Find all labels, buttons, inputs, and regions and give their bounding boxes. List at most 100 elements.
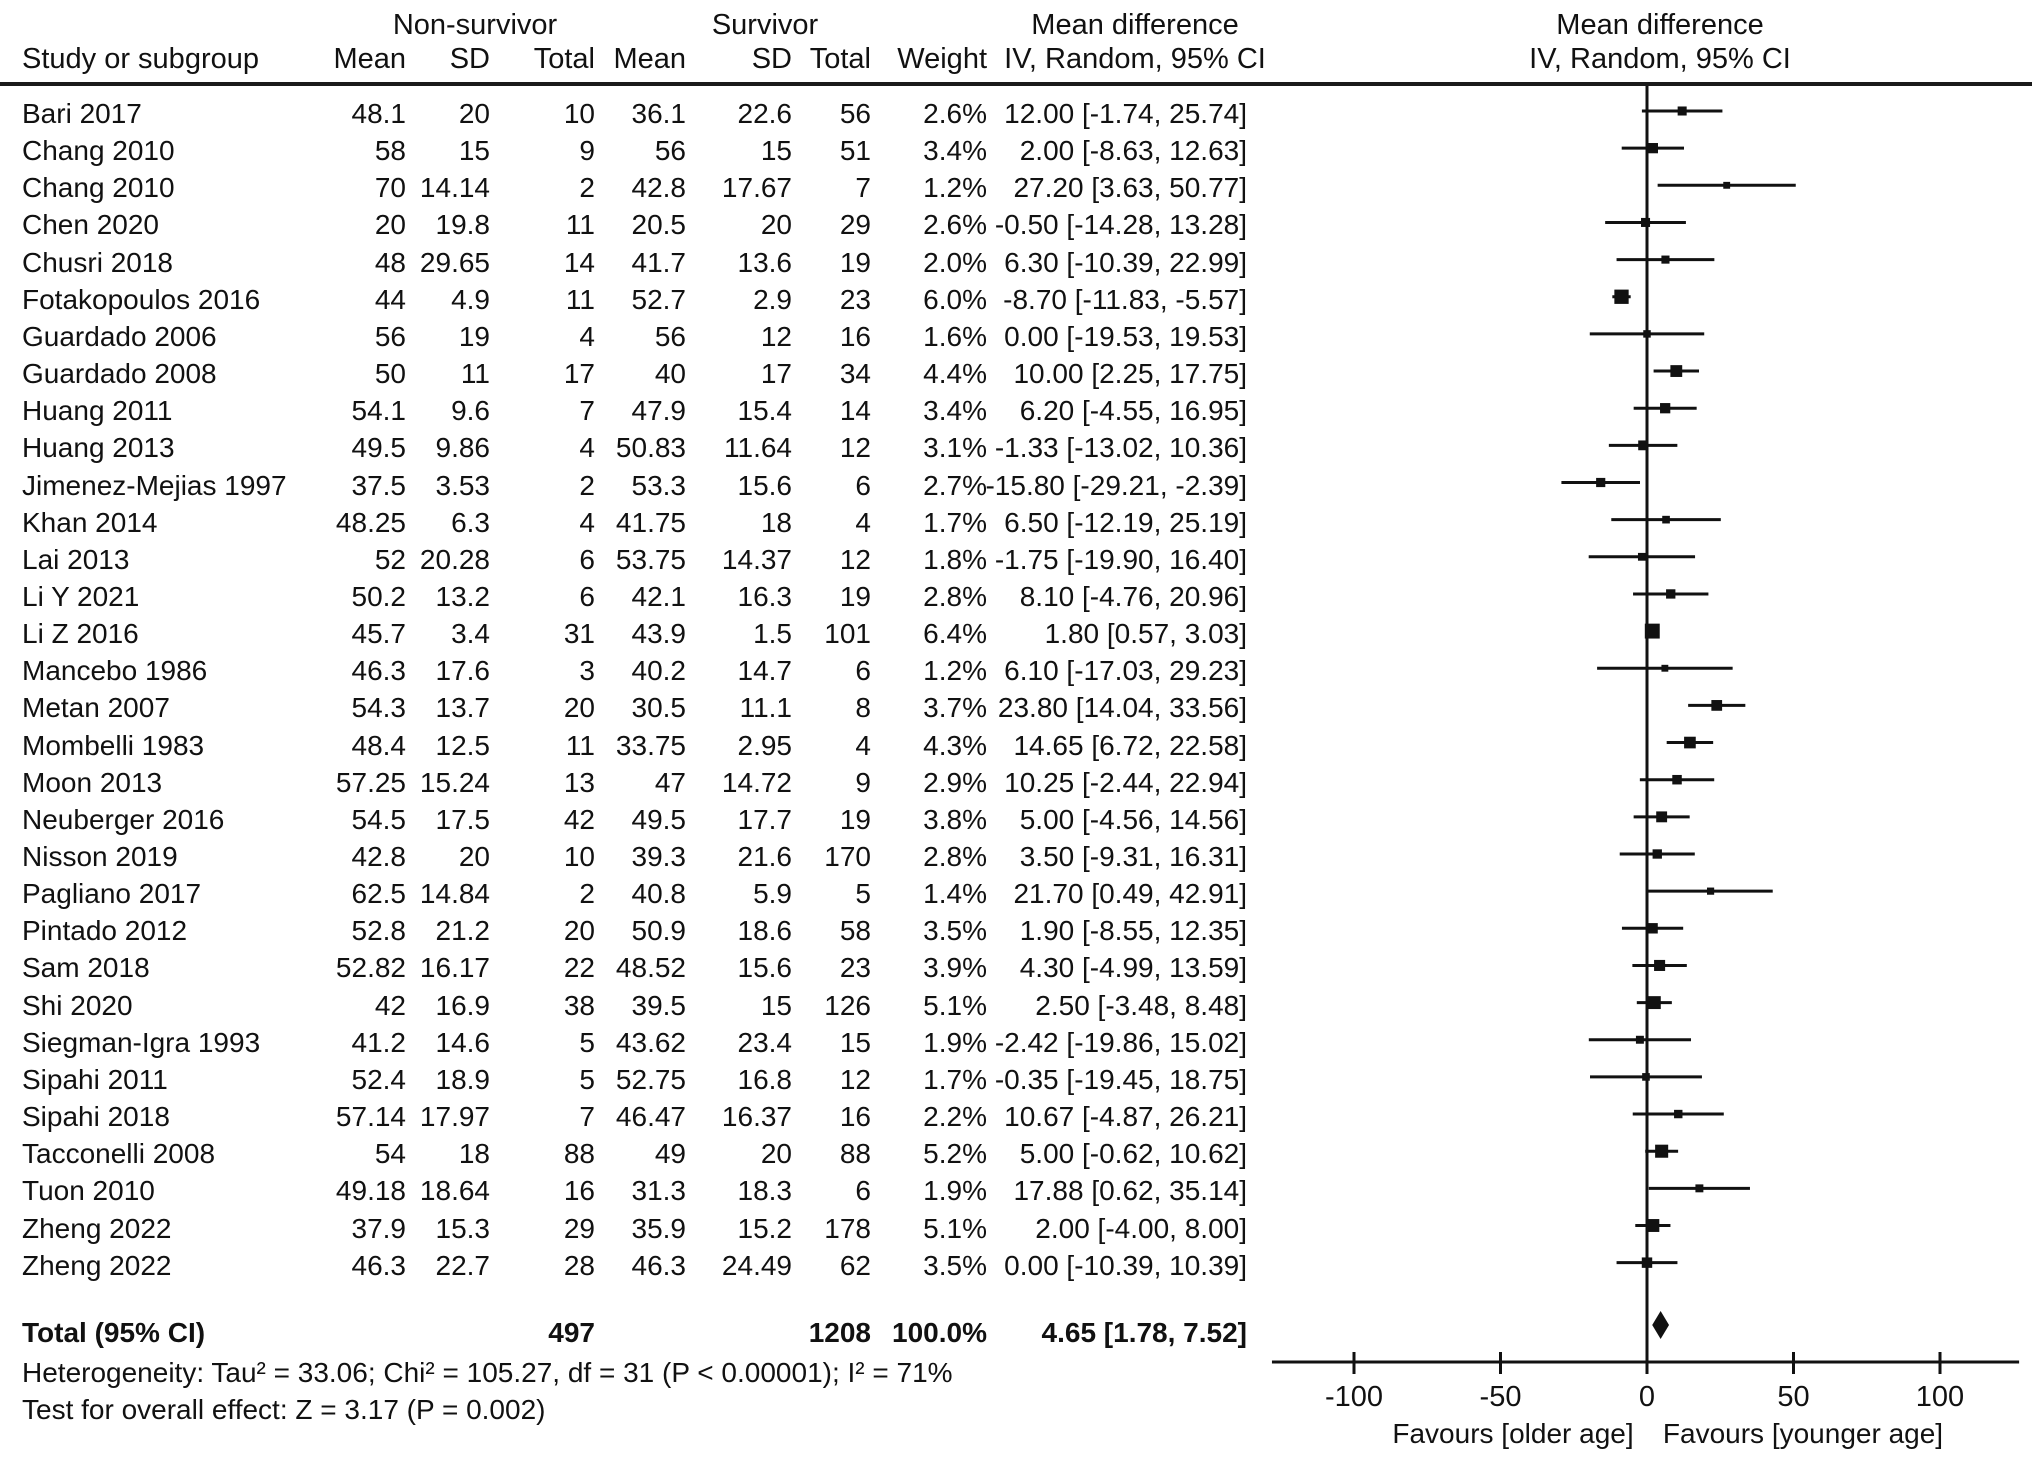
ci-text-cell: -2.42 [-19.86, 15.02] <box>994 1026 1247 1058</box>
s-sd-cell: 17 <box>760 358 792 390</box>
study-row: Pintado 2012 52.8 21.2 20 50.9 18.6 58 3.5% 1.90… <box>0 914 1250 951</box>
effect-square <box>1635 1035 1644 1044</box>
study-name-cell: Chusri 2018 <box>22 246 173 278</box>
s-sd-cell: 2.95 <box>737 729 793 761</box>
ns-total-cell: 6 <box>579 543 595 575</box>
weight-cell: 2.7% <box>923 469 987 501</box>
ci-text-cell: 2.00 [-4.00, 8.00] <box>1035 1212 1247 1244</box>
ns-total-cell: 14 <box>563 246 595 278</box>
ci-text-cell: 8.10 [-4.76, 20.96] <box>1019 580 1247 612</box>
s-total-cell: 7 <box>855 172 871 204</box>
study-row: Nisson 2019 42.8 20 10 39.3 21.6 170 2.8% 3.50 [… <box>0 840 1250 877</box>
study-name-cell: Tuon 2010 <box>22 1175 155 1207</box>
effect-square <box>1695 1184 1704 1193</box>
md-column-header-line2: IV, Random, 95% CI <box>1004 43 1266 75</box>
study-row: Metan 2007 54.3 13.7 20 30.5 11.1 8 3.7% 23.80 [… <box>0 691 1250 728</box>
overall-effect-text: Test for overall effect: Z = 3.17 (P = 0… <box>22 1394 546 1425</box>
s-mean-cell: 50.83 <box>615 432 686 464</box>
s-sd-cell: 11.64 <box>724 432 792 464</box>
ns-mean-cell: 57.25 <box>335 766 406 798</box>
effect-square <box>1656 811 1668 823</box>
ci-text-cell: -8.70 [-11.83, -5.57] <box>1003 283 1247 315</box>
s-total-cell: 101 <box>824 618 871 650</box>
ns-sd-cell: 9.86 <box>435 432 491 464</box>
s-total-cell: 19 <box>839 580 871 612</box>
md-column-header-line1: Mean difference <box>1031 9 1239 41</box>
ns-total-cell: 4 <box>579 506 595 538</box>
s-mean-cell: 43.62 <box>615 1026 686 1058</box>
study-name-cell: Mancebo 1986 <box>22 655 208 687</box>
ns-mean-cell: 52.82 <box>335 952 406 984</box>
weight-cell: 3.5% <box>923 915 987 947</box>
s-mean-cell: 39.5 <box>631 989 687 1021</box>
ns-mean-cell: 41.2 <box>351 1026 407 1058</box>
ns-total-cell: 11 <box>565 729 595 761</box>
s-mean-cell: 50.9 <box>631 915 687 947</box>
ci-text-cell: -15.80 [-29.21, -2.39] <box>985 469 1247 501</box>
study-name-cell: Chang 2010 <box>22 172 175 204</box>
s-sd-cell: 2.9 <box>753 283 792 315</box>
s-mean-cell: 53.3 <box>631 469 687 501</box>
study-name-cell: Moon 2013 <box>22 766 163 798</box>
ns-sd-cell: 19.8 <box>435 209 491 241</box>
weight-cell: 1.9% <box>923 1175 987 1207</box>
study-name-cell: Mombelli 1983 <box>22 729 205 761</box>
ns-mean-cell: 52.8 <box>351 915 407 947</box>
s-mean-cell: 41.7 <box>631 246 687 278</box>
s-mean-cell: 46.3 <box>631 1249 687 1281</box>
ns-mean-cell: 52 <box>374 543 406 575</box>
ns-sd-cell: 14.84 <box>419 878 490 910</box>
s-sd-cell: 20 <box>760 1138 792 1170</box>
ns-sd-cell: 17.5 <box>435 803 491 835</box>
study-row: Guardado 2006 56 19 4 56 12 16 1.6% 0.00 [-19.53… <box>0 320 1250 357</box>
study-row: Guardado 2008 50 11 17 40 17 34 4.4% 10.00 [2.25… <box>0 357 1250 394</box>
group-header-non-survivor: Non-survivor <box>392 9 558 41</box>
s-total-cell: 4 <box>855 729 871 761</box>
s-total-cell: 15 <box>839 1026 871 1058</box>
ns-mean-cell: 54.5 <box>351 803 407 835</box>
study-row: Fotakopoulos 2016 44 4.9 11 52.7 2.9 23 6.0% -8.… <box>0 283 1250 320</box>
study-row: Khan 2014 48.25 6.3 4 41.75 18 4 1.7% 6.50 [-12.… <box>0 506 1250 543</box>
study-row: Tuon 2010 49.18 18.64 16 31.3 18.3 6 1.9% 17.88 … <box>0 1174 1250 1211</box>
s-mean-cell: 20.5 <box>631 209 687 241</box>
ns-sd-cell: 18 <box>458 1138 490 1170</box>
weight-cell: 5.1% <box>923 1212 987 1244</box>
study-name-cell: Siegman-Igra 1993 <box>22 1026 261 1058</box>
effect-square <box>1674 1109 1683 1119</box>
ns-sd-cell: 29.65 <box>419 246 490 278</box>
study-name-cell: Huang 2011 <box>22 395 173 427</box>
ns-mean-cell: 57.14 <box>335 1101 406 1133</box>
study-name-cell: Chang 2010 <box>22 135 175 167</box>
study-name-cell: Chen 2020 <box>22 209 160 241</box>
study-row: Tacconelli 2008 54 18 88 49 20 88 5.2% 5.00 [-0.… <box>0 1137 1250 1174</box>
weight-cell: 6.0% <box>923 283 987 315</box>
s-mean-cell: 48.52 <box>615 952 686 984</box>
study-row: Siegman-Igra 1993 41.2 14.6 5 43.62 23.4 15 1.9… <box>0 1026 1250 1063</box>
weight-cell: 3.1% <box>923 432 987 464</box>
study-row: Shi 2020 42 16.9 38 39.5 15 126 5.1% 2.50 [-3.48… <box>0 989 1250 1026</box>
weight-cell: 2.8% <box>923 841 987 872</box>
s-mean-cell: 52.7 <box>631 283 687 315</box>
ns-sd-cell: 14.14 <box>419 172 490 204</box>
ns-mean-cell: 48.4 <box>351 729 407 761</box>
s-sd-cell: 15 <box>760 989 792 1021</box>
ci-text-cell: 6.30 [-10.39, 22.99] <box>1004 246 1247 278</box>
weight-cell: 2.0% <box>923 246 987 278</box>
column-header-ns-total: Total <box>533 43 595 75</box>
s-sd-cell: 23.4 <box>737 1026 793 1058</box>
column-header-s-mean: Mean <box>613 43 686 75</box>
s-mean-cell: 30.5 <box>631 692 687 724</box>
s-total-cell: 16 <box>839 320 871 352</box>
total-label: Total (95% CI) <box>22 1317 206 1348</box>
ns-total-cell: 28 <box>563 1249 595 1281</box>
ns-mean-cell: 48 <box>374 246 406 278</box>
s-total-cell: 6 <box>855 1175 871 1207</box>
column-header-s-total: Total <box>809 43 871 75</box>
weight-cell: 3.9% <box>923 952 987 984</box>
s-mean-cell: 53.75 <box>615 543 686 575</box>
study-row: Huang 2013 49.5 9.86 4 50.83 11.64 12 3.1% -1.33… <box>0 431 1250 468</box>
weight-cell: 3.7% <box>923 692 987 724</box>
s-total-cell: 88 <box>839 1138 871 1170</box>
s-total-cell: 12 <box>839 543 871 575</box>
effect-square <box>1670 365 1683 377</box>
